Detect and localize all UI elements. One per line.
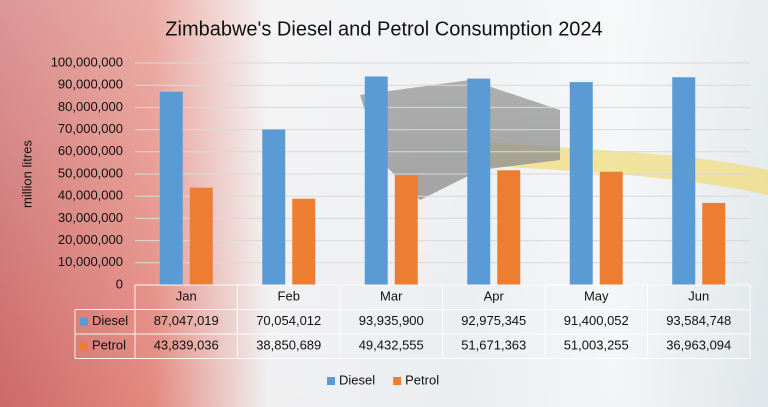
table-value: 49,432,555 xyxy=(359,338,424,353)
table-value: 36,963,094 xyxy=(666,338,731,353)
legend-label: Diesel xyxy=(339,372,375,387)
bar xyxy=(702,202,726,285)
y-tick-label: 0 xyxy=(116,276,123,291)
table-value: 43,839,036 xyxy=(154,338,219,353)
bar xyxy=(497,170,521,285)
chart-title: Zimbabwe's Diesel and Petrol Consumption… xyxy=(165,18,602,40)
y-tick-label: 30,000,000 xyxy=(58,210,123,225)
bar xyxy=(292,198,316,285)
table-value: 70,054,012 xyxy=(256,313,321,328)
x-tick-label: Apr xyxy=(484,289,505,304)
y-tick-label: 50,000,000 xyxy=(58,165,123,180)
bar xyxy=(189,187,213,285)
y-tick-label: 40,000,000 xyxy=(58,188,123,203)
bar xyxy=(394,175,418,285)
y-axis-label: million litres xyxy=(19,140,34,208)
table-legend-key xyxy=(80,342,88,351)
legend-key xyxy=(327,377,335,385)
bar xyxy=(159,91,183,285)
table-value: 92,975,345 xyxy=(461,313,526,328)
bar xyxy=(599,171,623,285)
y-tick-label: 60,000,000 xyxy=(58,143,123,158)
table-value: 87,047,019 xyxy=(154,313,219,328)
table-value: 38,850,689 xyxy=(256,338,321,353)
x-tick-label: Mar xyxy=(380,289,403,304)
table-value: 51,671,363 xyxy=(461,338,526,353)
bar xyxy=(364,76,388,285)
table-value: 91,400,052 xyxy=(564,313,629,328)
x-tick-label: May xyxy=(584,289,609,304)
bar xyxy=(467,78,491,286)
bar xyxy=(262,129,286,285)
table-value: 51,003,255 xyxy=(564,338,629,353)
table-value: 93,935,900 xyxy=(359,313,424,328)
legend-key xyxy=(393,377,402,385)
table-series-name: Petrol xyxy=(92,338,126,353)
y-tick-label: 100,000,000 xyxy=(51,54,123,69)
y-tick-label: 90,000,000 xyxy=(58,77,123,92)
table-value: 93,584,748 xyxy=(666,313,731,328)
x-tick-label: Jan xyxy=(176,289,197,304)
y-tick-label: 80,000,000 xyxy=(58,99,123,114)
bar xyxy=(569,82,593,285)
x-tick-label: Jun xyxy=(688,289,709,304)
legend-label: Petrol xyxy=(405,372,439,387)
y-tick-label: 10,000,000 xyxy=(58,254,123,269)
table-legend-key xyxy=(80,317,88,326)
x-tick-label: Feb xyxy=(278,289,300,304)
y-tick-label: 70,000,000 xyxy=(58,121,123,136)
table-series-name: Diesel xyxy=(92,313,128,328)
y-tick-label: 20,000,000 xyxy=(58,232,123,247)
bar xyxy=(672,77,696,286)
